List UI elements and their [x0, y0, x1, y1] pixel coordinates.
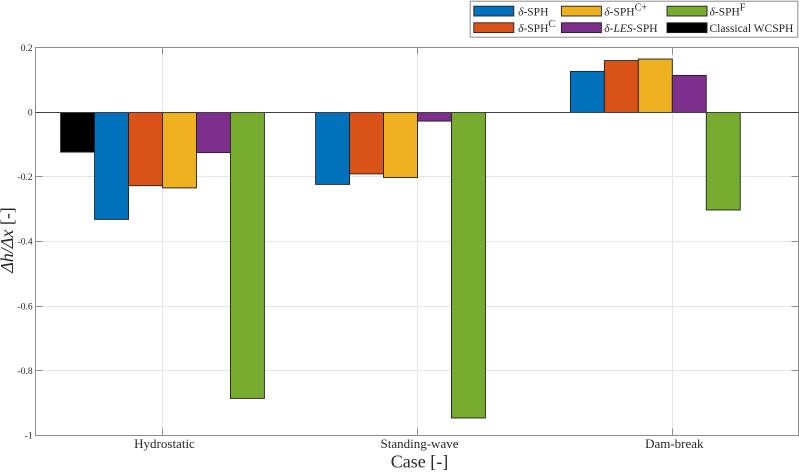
svg-text:-1: -1	[25, 432, 33, 442]
svg-text:-0.4: -0.4	[18, 238, 33, 248]
svg-text:Dam-break: Dam-break	[645, 436, 704, 451]
svg-text:Hydrostatic: Hydrostatic	[134, 436, 195, 451]
svg-text:δ-SPH: δ-SPH	[518, 6, 548, 18]
svg-text:0: 0	[28, 108, 33, 118]
svg-text:Classical WCSPH: Classical WCSPH	[710, 23, 794, 35]
svg-text:δ-LES-SPH: δ-LES-SPH	[604, 23, 657, 35]
svg-text:-0.8: -0.8	[18, 367, 33, 377]
svg-text:-0.6: -0.6	[18, 302, 33, 312]
svg-text:δ-SPHF: δ-SPHF	[710, 3, 746, 19]
svg-text:0.2: 0.2	[21, 44, 33, 54]
svg-text:-0.2: -0.2	[18, 173, 33, 183]
svg-text:Standing-wave: Standing-wave	[381, 436, 459, 451]
svg-text:Case [-]: Case [-]	[391, 452, 448, 472]
svg-text:δ-SPHC: δ-SPHC	[518, 19, 555, 35]
svg-text:Δh/Δx [-]: Δh/Δx [-]	[0, 207, 17, 274]
